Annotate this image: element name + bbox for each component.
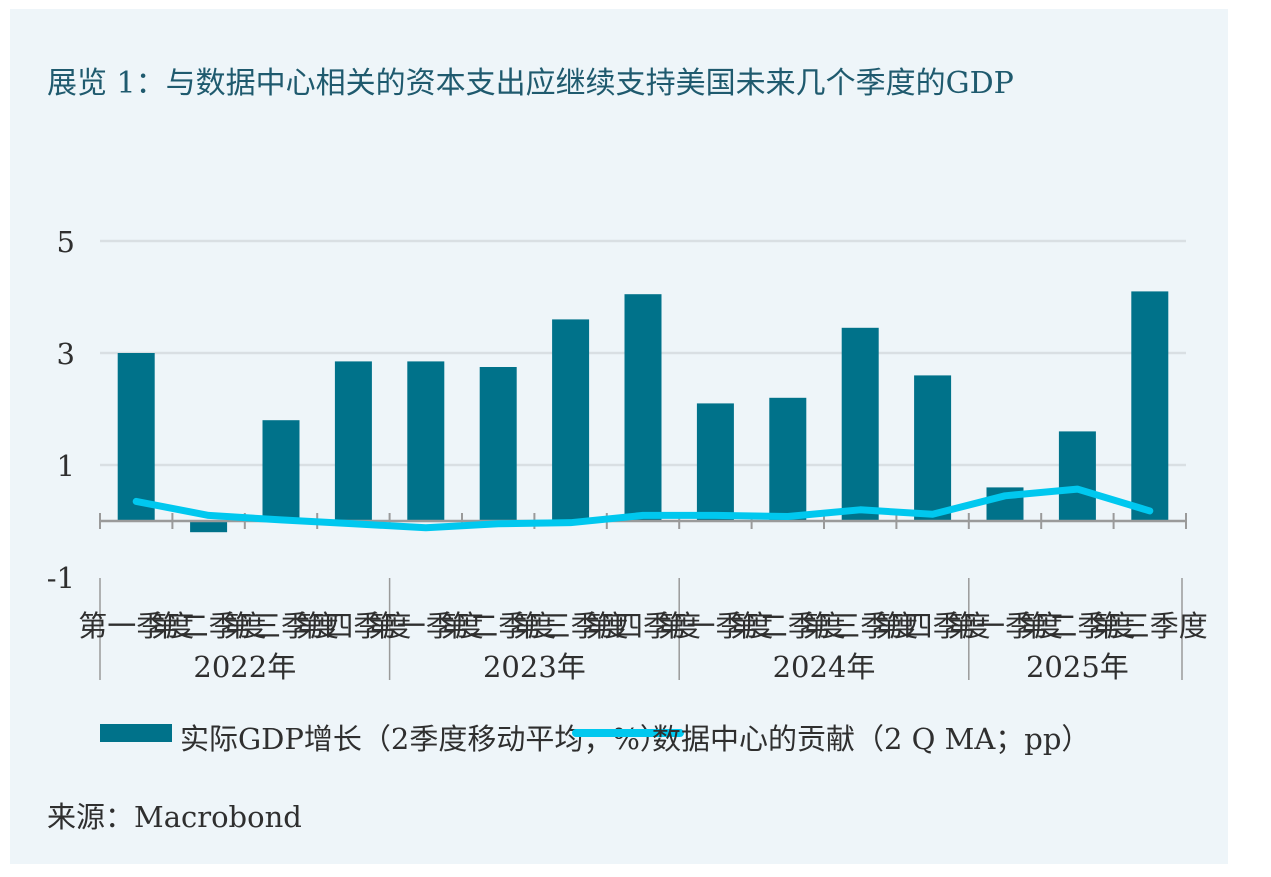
bar-gdp xyxy=(769,397,807,521)
y-tick-label: -1 xyxy=(47,561,75,595)
bar-gdp xyxy=(190,521,228,533)
x-quarter-label: 第四季度 xyxy=(585,609,701,643)
legend-bar-swatch xyxy=(100,724,172,742)
x-year-label: 2025年 xyxy=(1026,650,1129,684)
source-note: 来源：Macrobond xyxy=(47,800,302,834)
legend-label-gdp: 实际GDP增长（2季度移动平均；%） xyxy=(180,722,669,756)
y-tick-label: 5 xyxy=(57,225,75,259)
chart-title: 展览 1：与数据中心相关的资本支出应继续支持美国未来几个季度的GDP xyxy=(47,66,1014,101)
y-tick-label: 3 xyxy=(57,337,75,371)
bar-gdp xyxy=(117,353,155,521)
x-quarter-label: 第四季度 xyxy=(875,609,991,643)
x-quarter-label: 第三季度 xyxy=(513,609,629,643)
x-year-label: 2022年 xyxy=(193,650,296,684)
x-quarter-label: 第一季度 xyxy=(368,609,484,643)
bar-gdp xyxy=(914,375,952,521)
y-tick-label: 1 xyxy=(57,449,75,483)
x-quarter-label: 第二季度 xyxy=(730,609,846,643)
x-quarter-label: 第一季度 xyxy=(657,609,773,643)
bar-gdp xyxy=(696,403,734,521)
x-quarter-label: 第四季度 xyxy=(295,609,411,643)
x-quarter-label: 第三季度 xyxy=(802,609,918,643)
bar-gdp xyxy=(1131,291,1169,521)
x-quarter-label: 第一季度 xyxy=(78,609,194,643)
bar-gdp xyxy=(407,361,445,521)
x-quarter-label: 第二季度 xyxy=(440,609,556,643)
legend-line-swatch xyxy=(572,729,684,737)
chart-panel xyxy=(10,9,1228,864)
x-quarter-label: 第二季度 xyxy=(151,609,267,643)
line-datacenter-contribution xyxy=(132,485,1154,532)
x-quarter-label: 第二季度 xyxy=(1019,609,1135,643)
bar-gdp xyxy=(624,294,662,521)
bar-gdp xyxy=(334,361,372,521)
x-quarter-label: 第三季度 xyxy=(223,609,339,643)
x-year-label: 2024年 xyxy=(773,650,876,684)
bar-gdp xyxy=(262,420,300,521)
x-quarter-label: 第三季度 xyxy=(1092,609,1208,643)
x-quarter-label: 第一季度 xyxy=(947,609,1063,643)
bar-gdp xyxy=(841,327,879,521)
bar-gdp xyxy=(479,367,517,521)
legend-label-datacenter: 数据中心的贡献（2 Q MA；pp） xyxy=(652,722,1091,756)
bar-gdp xyxy=(1058,431,1096,521)
x-year-label: 2023年 xyxy=(483,650,586,684)
bar-gdp xyxy=(552,319,590,521)
